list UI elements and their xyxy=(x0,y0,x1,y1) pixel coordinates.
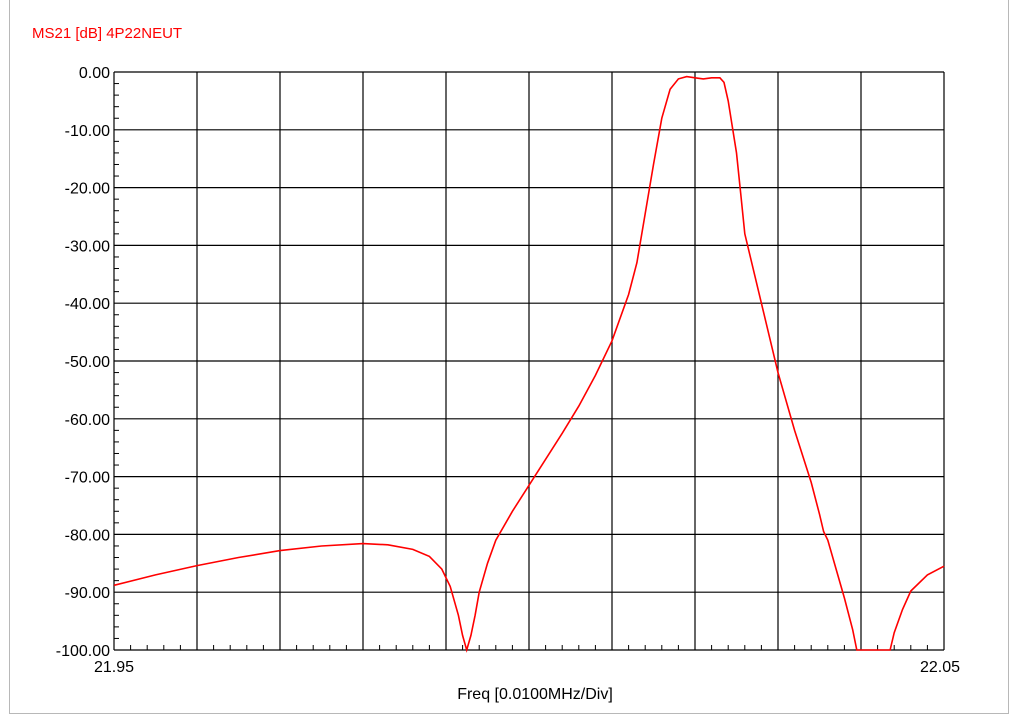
y-tick-label: -60.00 xyxy=(65,412,110,429)
y-tick-label: -70.00 xyxy=(65,470,110,487)
x-tick-label: 21.95 xyxy=(94,659,134,676)
y-tick-label: -30.00 xyxy=(65,238,110,255)
y-tick-label: -20.00 xyxy=(65,181,110,198)
y-tick-labels: 0.00 -10.00 -20.00 -30.00 -40.00 -50.00 -60.00… xyxy=(56,65,110,660)
chart-svg: MS21 [dB] 4P22NEUT 0.00 -10.00 -20.00 -30.0… xyxy=(32,25,960,703)
y-tick-label: -40.00 xyxy=(65,296,110,313)
series-line xyxy=(113,75,945,653)
y-tick-label: -50.00 xyxy=(65,354,110,371)
axis-minor-ticks xyxy=(114,83,928,650)
plot-grid xyxy=(113,71,945,651)
y-tick-label: -100.00 xyxy=(56,643,110,660)
chart-panel: MS21 [dB] 4P22NEUT 0.00 -10.00 -20.00 -30.0… xyxy=(9,0,1009,714)
y-tick-label: -10.00 xyxy=(65,123,110,140)
y-tick-label: 0.00 xyxy=(79,65,110,82)
chart-title: MS21 [dB] 4P22NEUT xyxy=(32,25,182,42)
x-tick-labels: 21.95 22.05 xyxy=(94,659,960,676)
x-tick-label: 22.05 xyxy=(920,659,960,676)
x-axis-label: Freq [0.0100MHz/Div] xyxy=(457,686,613,703)
y-tick-label: -80.00 xyxy=(65,527,110,544)
y-tick-label: -90.00 xyxy=(65,585,110,602)
